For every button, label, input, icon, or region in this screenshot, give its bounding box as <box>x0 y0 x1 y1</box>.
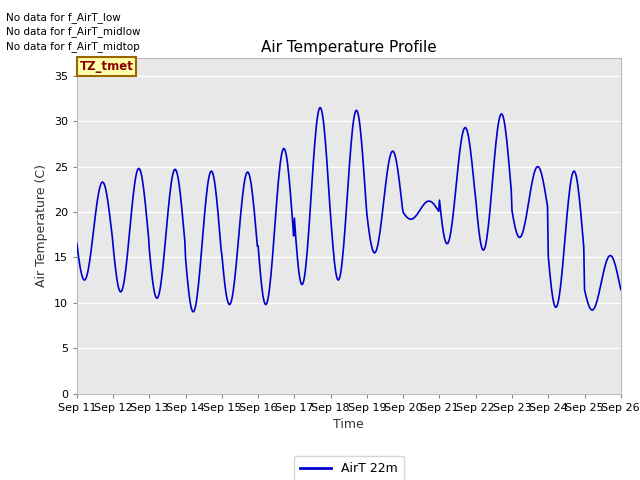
Title: Air Temperature Profile: Air Temperature Profile <box>261 40 436 55</box>
Legend: AirT 22m: AirT 22m <box>294 456 404 480</box>
Text: No data for f_AirT_midlow: No data for f_AirT_midlow <box>6 26 141 37</box>
Text: TZ_tmet: TZ_tmet <box>79 60 134 73</box>
Y-axis label: Air Temperature (C): Air Temperature (C) <box>35 164 48 287</box>
Text: No data for f_AirT_midtop: No data for f_AirT_midtop <box>6 41 140 52</box>
Text: No data for f_AirT_low: No data for f_AirT_low <box>6 12 121 23</box>
X-axis label: Time: Time <box>333 418 364 431</box>
